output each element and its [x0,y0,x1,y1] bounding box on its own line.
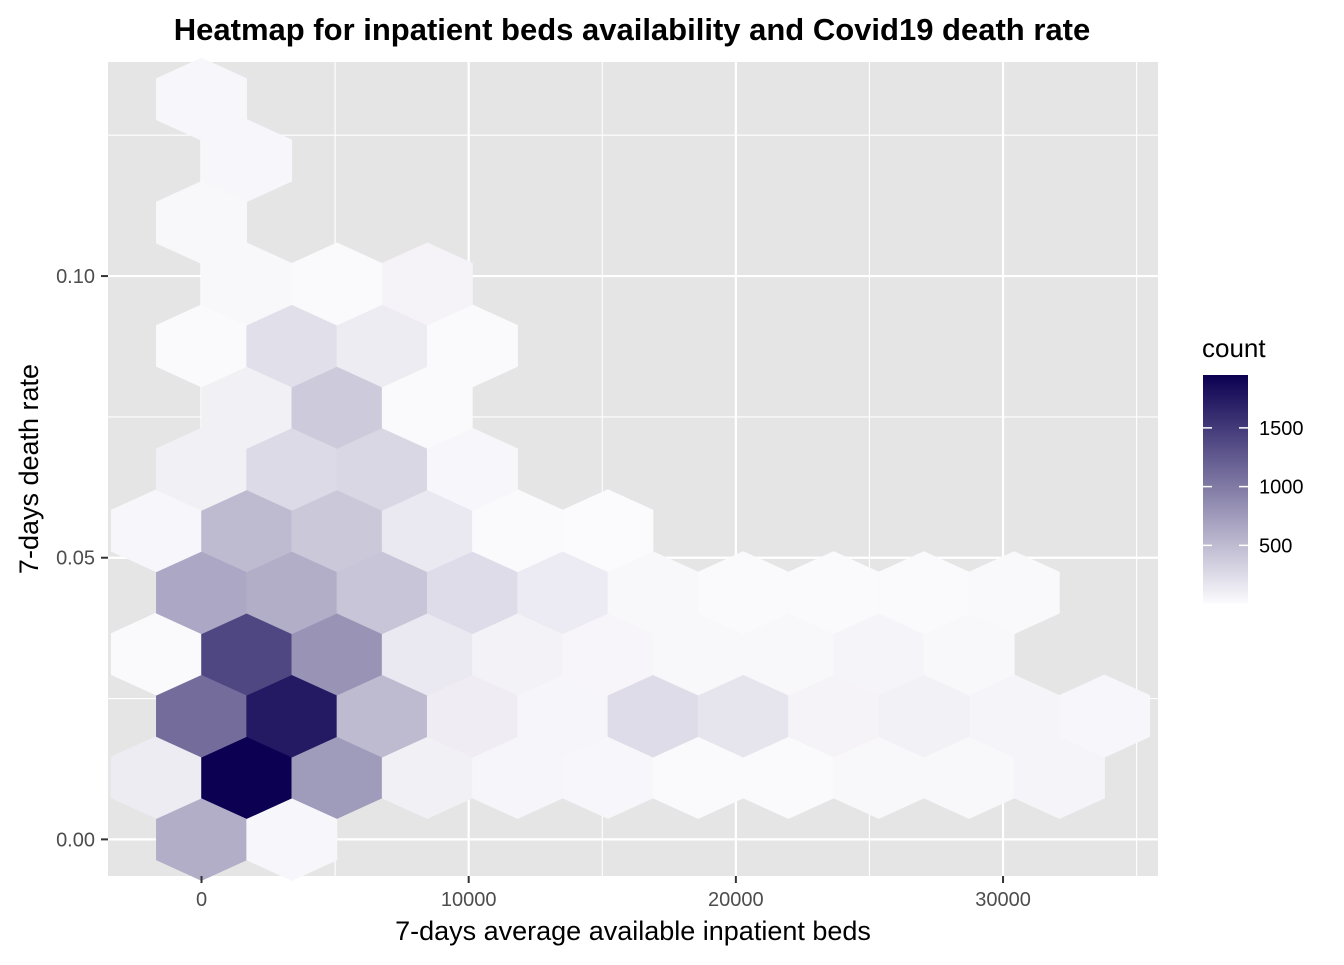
legend-break-label: 1500 [1259,418,1304,440]
legend-break-label: 1000 [1259,477,1304,499]
chart-title: Heatmap for inpatient beds availability … [174,12,1090,47]
legend-ticks: 500 1000 1500 [1203,418,1304,557]
x-tick-label: 0 [196,889,207,911]
hexbin-cell [1059,674,1151,758]
y-tick-label: 0.10 [56,266,95,288]
hexbin-cell [562,489,654,573]
legend-title: count [1202,333,1266,363]
legend-colorbar [1203,375,1248,604]
hexbin-layer [110,57,1151,881]
legend-break-label: 500 [1259,535,1292,557]
hexbin-cell [968,551,1060,635]
y-tick-label: 0.05 [56,548,95,570]
hexbin-cell [381,242,473,326]
x-tick-label: 30000 [975,889,1031,911]
axes: 0 10000 20000 30000 0.00 0.05 0.10 [56,266,1031,911]
x-tick-label: 20000 [708,889,764,911]
y-tick-label: 0.00 [56,829,95,851]
x-tick-label: 10000 [441,889,497,911]
color-legend: count 500 1000 1500 [1202,333,1304,604]
y-axis-title: 7-days death rate [14,364,44,574]
hexbin-cell [156,57,247,141]
x-axis-title: 7-days average available inpatient beds [395,916,871,946]
